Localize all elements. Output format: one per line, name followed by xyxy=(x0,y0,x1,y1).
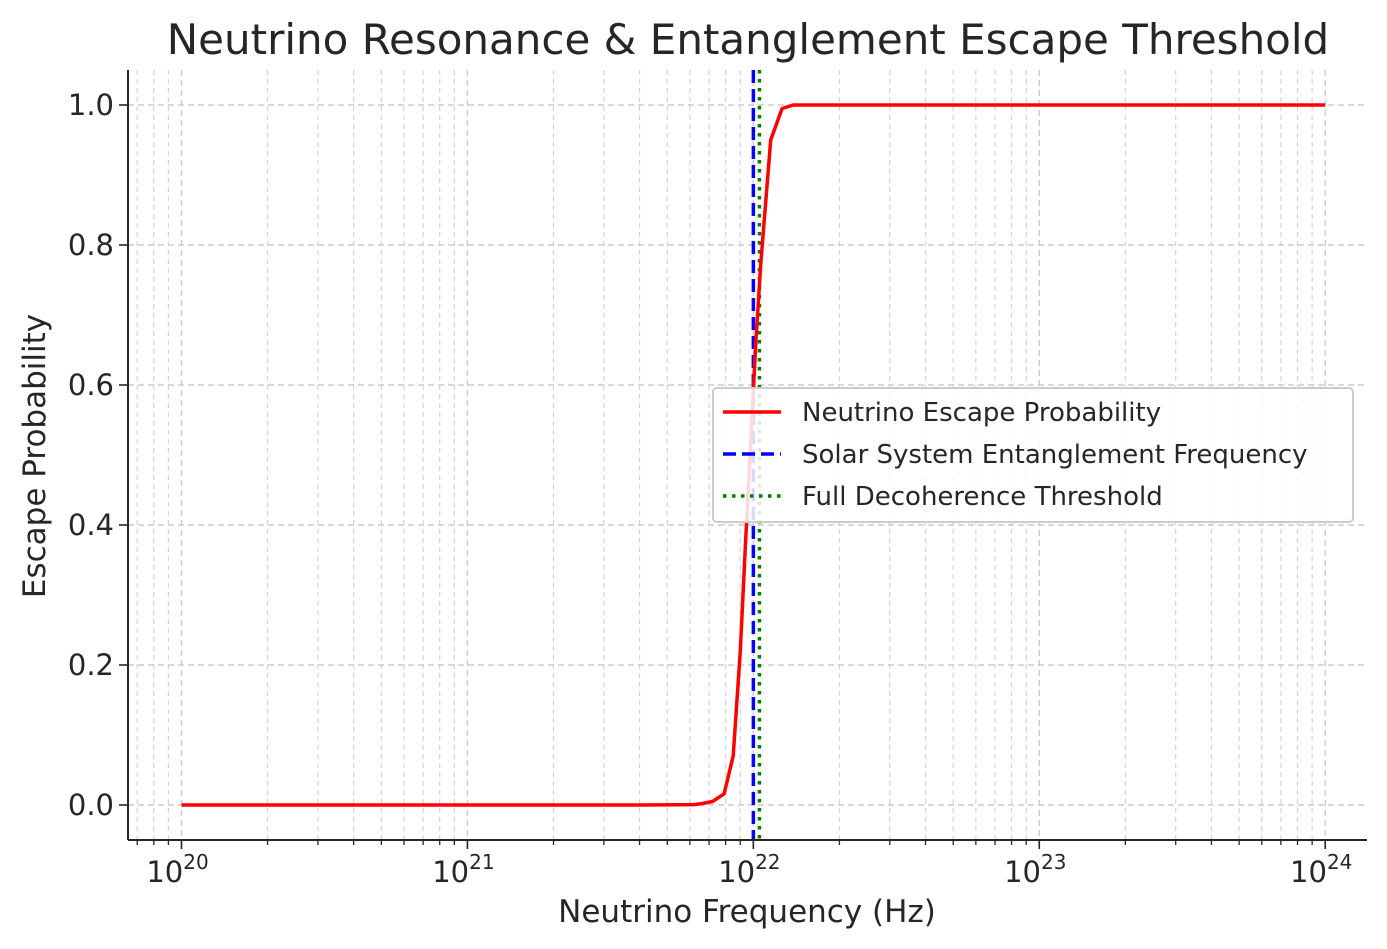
axes xyxy=(119,70,1367,849)
legend-box xyxy=(712,387,1354,523)
y-tick-label: 1.0 xyxy=(68,88,114,122)
y-tick-label: 0.4 xyxy=(68,508,114,542)
y-tick-label: 0.0 xyxy=(68,788,114,822)
legend-label-entanglement-frequency: Solar System Entanglement Frequency xyxy=(802,440,1308,470)
y-tick-label: 0.2 xyxy=(68,648,114,682)
y-tick-label: 0.6 xyxy=(68,368,114,402)
chart-title: Neutrino Resonance & Entanglement Escape… xyxy=(167,15,1329,64)
x-tick-label: 1021 xyxy=(432,850,494,889)
legend: Neutrino Escape Probability Solar System… xyxy=(712,387,1354,523)
x-tick-label: 1022 xyxy=(718,850,780,889)
y-axis-label: Escape Probability xyxy=(17,314,53,598)
x-tick-label: 1023 xyxy=(1004,850,1066,889)
x-tick-label: 1024 xyxy=(1290,850,1352,889)
grid xyxy=(128,70,1367,840)
legend-label-decoherence-threshold: Full Decoherence Threshold xyxy=(802,482,1163,512)
tick-labels: 1020 1021 1022 1023 1024 0.0 0.2 0.4 0.6 0.8 1.0 xyxy=(68,88,1353,889)
y-tick-label: 0.8 xyxy=(68,228,114,262)
x-tick-label: 1020 xyxy=(146,850,208,889)
x-axis-label: Neutrino Frequency (Hz) xyxy=(558,894,936,930)
escape-probability-line xyxy=(181,103,1326,807)
legend-label-escape-probability: Neutrino Escape Probability xyxy=(802,398,1161,428)
